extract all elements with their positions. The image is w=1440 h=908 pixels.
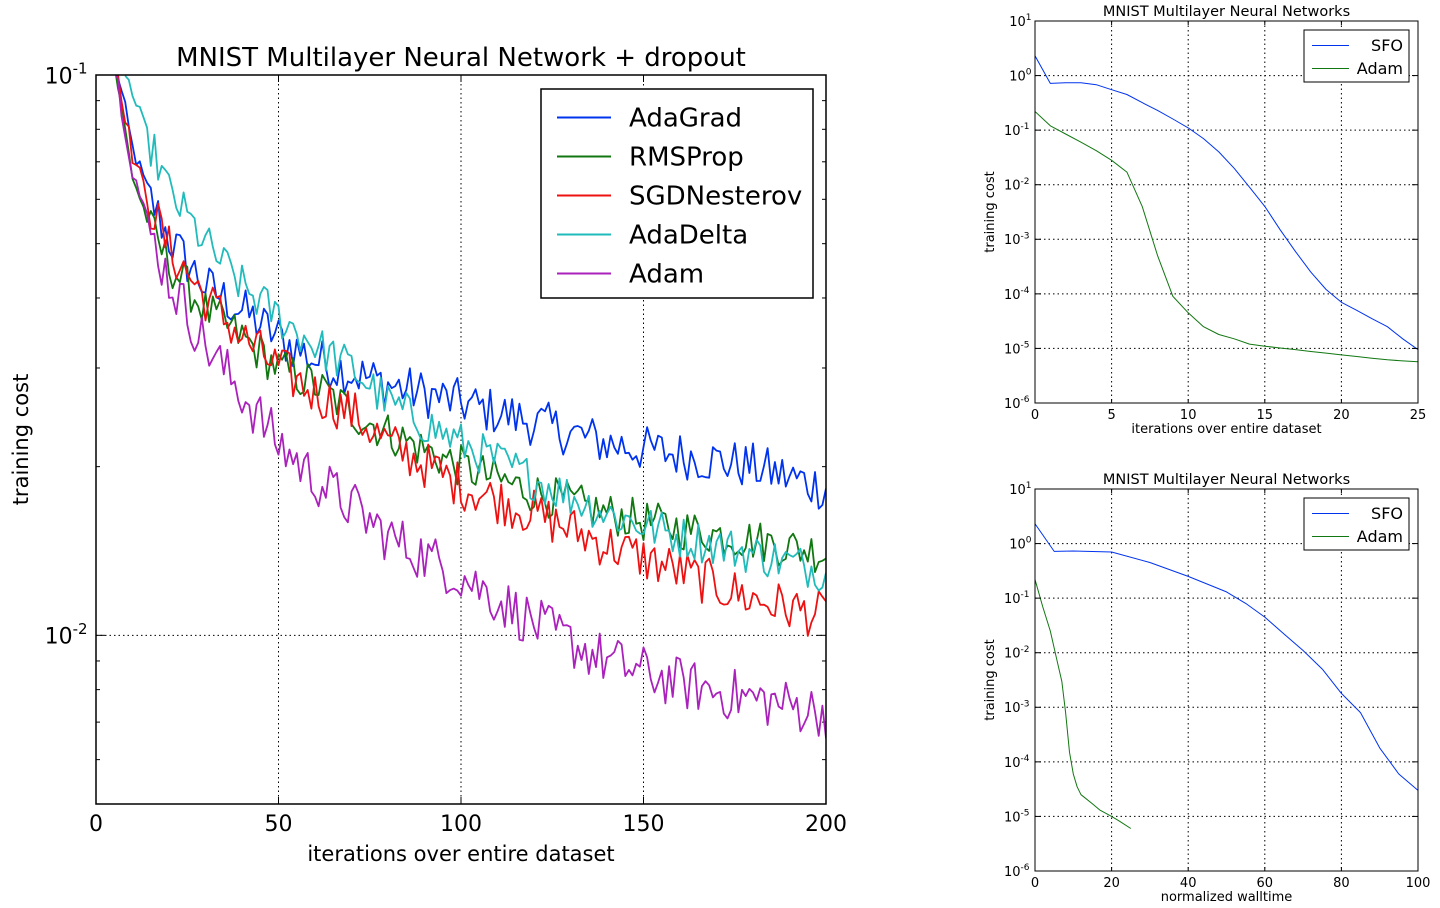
x-tick-label: 80 xyxy=(1333,876,1350,891)
legend-label-adam: Adam xyxy=(629,260,704,290)
y-tick-exponent: -4 xyxy=(1021,286,1030,296)
y-tick-label: 10 xyxy=(1009,483,1026,498)
legend: SFO Adam xyxy=(1303,497,1410,551)
axes-frame xyxy=(1034,488,1419,872)
legend: AdaGrad RMSProp SGDNesterov AdaDelta Adam xyxy=(540,88,814,299)
legend-label-rmsprop: RMSProp xyxy=(629,143,744,173)
y-tick-exponent: -2 xyxy=(1021,177,1030,187)
series-group xyxy=(1035,55,1418,363)
y-tick-exponent: -5 xyxy=(1021,341,1030,351)
x-axis-label: iterations over entire dataset xyxy=(1131,422,1321,437)
legend-label-adagrad: AdaGrad xyxy=(629,104,742,134)
y-tick-label: 10 xyxy=(1004,397,1021,412)
x-tick-label: 100 xyxy=(1406,876,1431,891)
y-tick-label: 10 xyxy=(1004,124,1021,139)
series-line-adam xyxy=(1035,111,1418,363)
y-tick-label: 10 xyxy=(1004,701,1021,716)
y-tick-label: 10 xyxy=(1004,865,1021,880)
y-tick-exponent: -1 xyxy=(1021,122,1030,132)
y-tick-exponent: -5 xyxy=(1021,809,1030,819)
x-axis-label: iterations over entire dataset xyxy=(307,842,614,866)
x-tick-label: 0 xyxy=(1031,876,1039,891)
legend-label-adam: Adam xyxy=(1357,59,1403,78)
y-axis-label: training cost xyxy=(983,171,998,252)
grid xyxy=(1035,489,1418,871)
x-tick-label: 20 xyxy=(1333,408,1350,423)
series-line-sgdnesterov xyxy=(117,75,826,637)
series-line-adam xyxy=(1035,579,1132,829)
x-tick-label: 150 xyxy=(623,812,665,837)
y-tick-exponent: -6 xyxy=(1021,863,1030,873)
y-tick-label: 10 xyxy=(45,625,73,650)
legend-label-adam: Adam xyxy=(1357,527,1403,546)
legend-label-sfo: SFO xyxy=(1371,504,1403,523)
y-tick-exponent: -4 xyxy=(1021,754,1030,764)
y-tick-label: 10 xyxy=(1004,647,1021,662)
x-tick-label: 100 xyxy=(440,812,482,837)
y-tick-exponent: -1 xyxy=(73,59,88,77)
x-tick-label: 40 xyxy=(1180,876,1197,891)
y-tick-exponent: -3 xyxy=(1021,231,1030,241)
y-tick-exponent: 0 xyxy=(1026,536,1032,546)
series-group xyxy=(115,75,826,739)
legend-box xyxy=(540,88,814,299)
y-tick-exponent: -2 xyxy=(73,620,88,638)
x-tick-label: 0 xyxy=(89,812,103,837)
x-axis-label: normalized walltime xyxy=(1161,890,1293,905)
y-tick-label: 10 xyxy=(1004,342,1021,357)
x-tick-label: 20 xyxy=(1103,876,1120,891)
grid xyxy=(1035,21,1418,403)
x-tick-label: 50 xyxy=(265,812,293,837)
y-tick-exponent: -2 xyxy=(1021,645,1030,655)
series-line-adadelta xyxy=(124,75,826,592)
y-tick-label: 10 xyxy=(1004,756,1021,771)
x-tick-label: 15 xyxy=(1257,408,1274,423)
y-axis-label: training cost xyxy=(983,639,998,720)
y-tick-label: 10 xyxy=(1009,70,1026,85)
legend-box xyxy=(1303,29,1410,83)
y-tick-label: 10 xyxy=(1004,288,1021,303)
chart-title: MNIST Multilayer Neural Networks xyxy=(1103,472,1350,488)
y-tick-label: 10 xyxy=(1004,233,1021,248)
y-tick-label: 10 xyxy=(1004,179,1021,194)
axes-frame xyxy=(1034,20,1419,404)
y-tick-exponent: 1 xyxy=(1026,481,1032,491)
legend-label-sfo: SFO xyxy=(1371,36,1403,55)
legend-box xyxy=(1303,497,1410,551)
y-tick-exponent: -6 xyxy=(1021,395,1030,405)
y-tick-label: 10 xyxy=(1009,15,1026,30)
y-tick-exponent: 1 xyxy=(1026,13,1032,23)
x-tick-label: 5 xyxy=(1107,408,1115,423)
x-tick-label: 60 xyxy=(1257,876,1274,891)
series-line-rmsprop xyxy=(115,75,826,573)
series-line-adam xyxy=(115,75,826,739)
y-tick-label: 10 xyxy=(1004,810,1021,825)
legend: SFO Adam xyxy=(1303,29,1410,83)
x-tick-label: 25 xyxy=(1410,408,1427,423)
x-tick-label: 10 xyxy=(1180,408,1197,423)
y-tick-exponent: -3 xyxy=(1021,699,1030,709)
series-line-sfo xyxy=(1035,55,1418,351)
chart-title: MNIST Multilayer Neural Network + dropou… xyxy=(176,43,746,73)
y-tick-label: 10 xyxy=(1004,592,1021,607)
y-tick-exponent: 0 xyxy=(1026,68,1032,78)
y-tick-label: 10 xyxy=(1009,538,1026,553)
x-tick-label: 200 xyxy=(805,812,847,837)
y-tick-exponent: -1 xyxy=(1021,590,1030,600)
chart-title: MNIST Multilayer Neural Networks xyxy=(1103,4,1350,20)
legend-label-sgdnesterov: SGDNesterov xyxy=(629,182,802,212)
x-tick-label: 0 xyxy=(1031,408,1039,423)
y-axis-label: training cost xyxy=(9,374,33,506)
series-group xyxy=(1035,523,1418,829)
series-line-sfo xyxy=(1035,523,1418,791)
y-tick-label: 10 xyxy=(45,64,73,89)
legend-label-adadelta: AdaDelta xyxy=(629,221,748,251)
